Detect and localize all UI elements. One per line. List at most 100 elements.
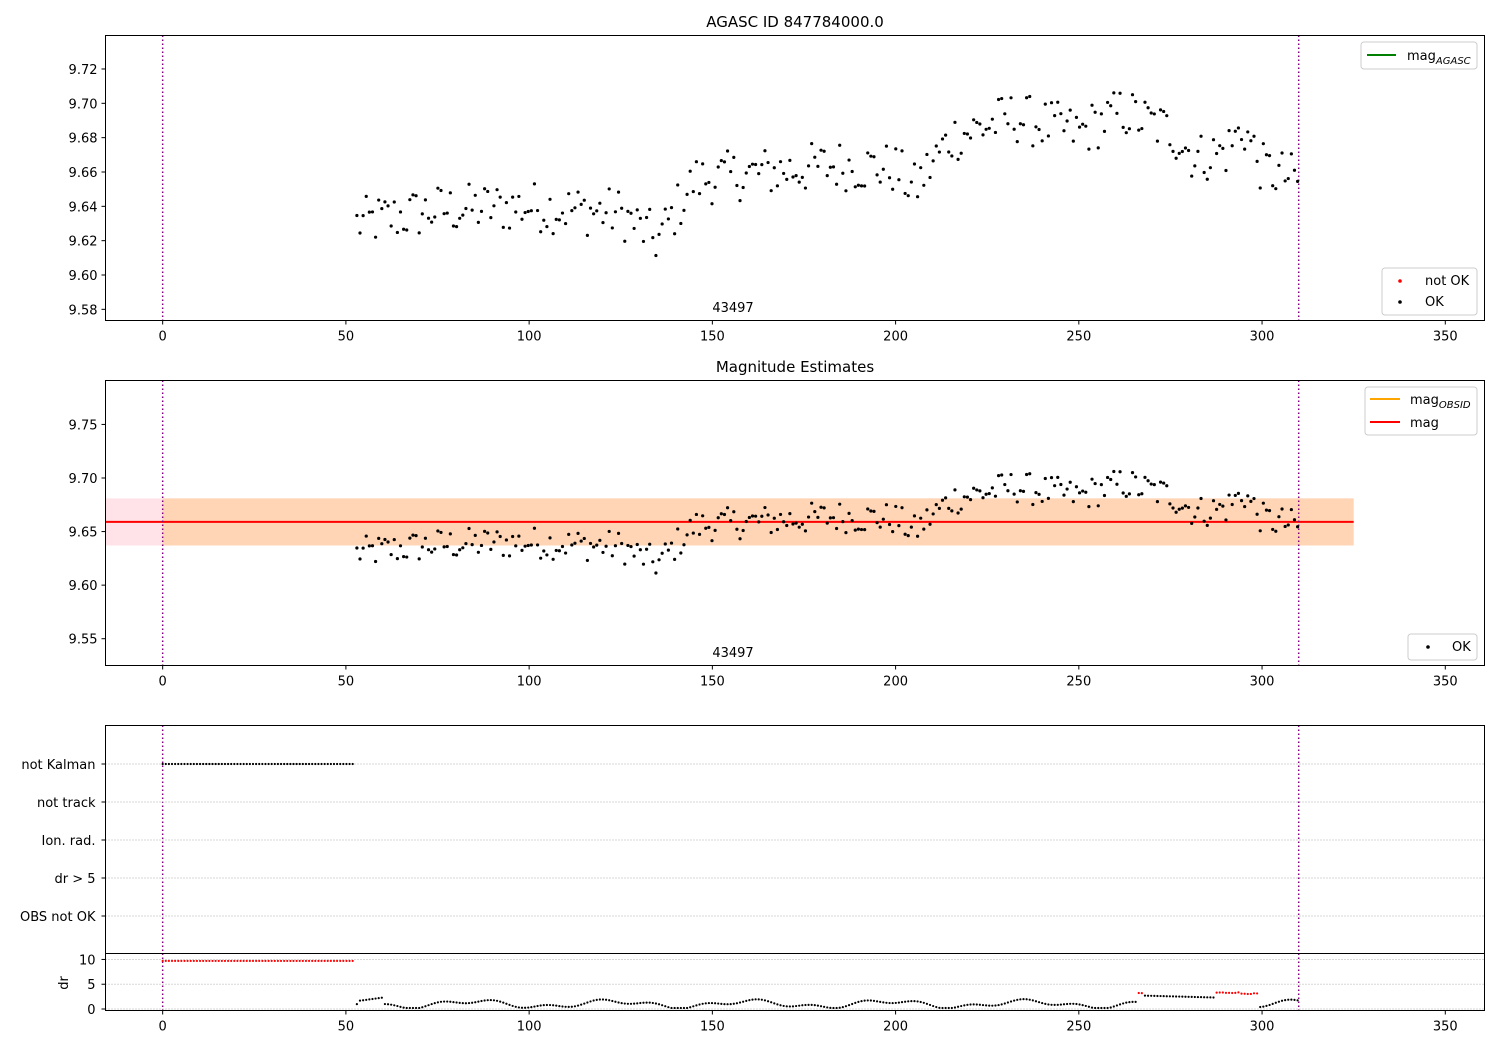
dr-point-flagged <box>236 959 239 963</box>
dr-point <box>894 1001 897 1005</box>
ok-point <box>626 209 630 213</box>
dr-point <box>561 1005 564 1008</box>
ok-point <box>959 151 963 155</box>
ok-point <box>380 542 384 546</box>
ok-point <box>660 222 664 226</box>
ok-point <box>373 235 378 239</box>
ok-point <box>442 545 446 549</box>
ok-point <box>448 191 452 195</box>
ok-point <box>1149 482 1153 486</box>
ok-point <box>956 511 960 515</box>
dr-point <box>402 1006 405 1009</box>
ok-point <box>1271 184 1275 188</box>
dr-point <box>365 998 368 1001</box>
ok-point <box>532 182 537 186</box>
x-tick-label: 100 <box>517 675 542 690</box>
ok-point <box>1071 139 1075 143</box>
dr-point <box>374 997 377 1000</box>
ok-point <box>1009 96 1013 100</box>
dr-point <box>626 1002 629 1005</box>
ok-point <box>1003 112 1007 116</box>
dr-point-flagged <box>1227 991 1231 994</box>
ok-point <box>741 185 745 190</box>
ok-point <box>476 550 480 554</box>
dr-point <box>997 1003 1000 1007</box>
dr-point <box>994 1004 997 1007</box>
ok-point <box>1090 103 1094 107</box>
dr-point-flagged <box>198 959 202 963</box>
ok-point <box>623 239 627 243</box>
dr-point <box>919 1000 922 1004</box>
ok-point <box>732 510 736 514</box>
x-tick-label: 50 <box>338 1020 355 1035</box>
ok-point <box>834 182 839 186</box>
dr-point <box>729 1002 732 1006</box>
dr-point <box>935 1005 938 1009</box>
ok-point <box>825 521 829 525</box>
dr-point <box>620 1002 623 1005</box>
flag-point <box>348 762 351 766</box>
ok-point <box>576 190 580 194</box>
dr-point <box>866 999 869 1002</box>
dr-point <box>1271 1002 1274 1006</box>
dr-point <box>1290 998 1293 1001</box>
dr-point <box>1047 1003 1050 1006</box>
ok-point <box>909 525 913 529</box>
dr-point <box>443 1000 446 1003</box>
y-tick-label: 9.58 <box>69 303 98 318</box>
dr-point <box>586 1001 589 1004</box>
ok-point <box>1177 507 1181 511</box>
dr-point <box>804 1003 807 1007</box>
ok-point <box>411 533 415 537</box>
ok-point <box>900 506 904 510</box>
ok-point <box>654 571 658 575</box>
flag-point <box>301 762 304 766</box>
dr-point <box>390 1003 393 1006</box>
ok-point <box>638 548 642 552</box>
ok-point <box>1003 482 1007 487</box>
ok-point <box>747 164 751 169</box>
ok-point <box>1183 146 1188 150</box>
ok-point <box>763 149 767 153</box>
ok-point <box>1168 502 1172 506</box>
ok-point <box>791 522 795 526</box>
ok-point <box>940 137 945 141</box>
ok-point <box>1090 477 1094 481</box>
ok-point <box>673 557 677 561</box>
ok-point <box>1193 164 1197 168</box>
ok-point <box>398 210 403 214</box>
dr-point <box>464 1002 468 1005</box>
dr-point <box>841 1005 844 1009</box>
ok-point <box>532 526 537 530</box>
ok-point <box>691 531 695 535</box>
ok-point <box>1043 476 1047 481</box>
dr-point-flagged <box>283 959 286 963</box>
dr-point <box>776 1003 779 1006</box>
ok-point <box>831 516 836 520</box>
dr-point <box>1209 996 1212 999</box>
ok-point <box>828 516 832 520</box>
dr-point <box>1131 1000 1134 1003</box>
ok-point <box>458 548 462 552</box>
ok-point <box>1177 151 1181 155</box>
ok-point <box>897 524 901 528</box>
ok-point <box>1218 502 1222 507</box>
ok-point <box>660 551 664 555</box>
ok-point <box>585 558 589 563</box>
x-tick-label: 50 <box>338 330 355 345</box>
dr-point <box>956 1005 960 1008</box>
ok-point <box>707 180 711 185</box>
flag-point <box>242 762 245 766</box>
ok-point <box>439 530 443 535</box>
ok-point <box>934 144 938 148</box>
ok-point <box>1296 179 1300 184</box>
ok-point <box>816 164 820 168</box>
ok-point <box>1137 128 1141 132</box>
dr-point <box>455 1001 458 1004</box>
ok-point <box>554 217 558 221</box>
ok-point <box>676 183 680 187</box>
ok-point <box>1021 489 1026 493</box>
dr-point <box>1025 998 1028 1001</box>
ok-point <box>694 160 699 164</box>
dr-point <box>452 1001 455 1004</box>
